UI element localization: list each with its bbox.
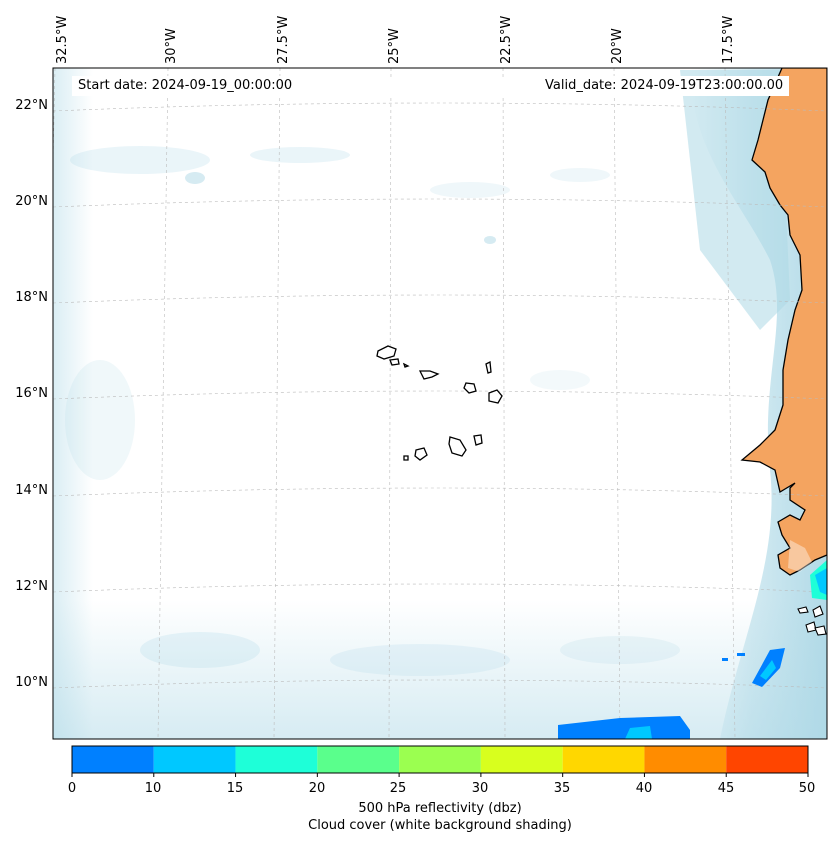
parallel-line <box>53 198 827 208</box>
colorbar-subtitle: Cloud cover (white background shading) <box>308 818 572 833</box>
meridian-line <box>724 68 736 739</box>
bijagos-islands <box>797 605 827 636</box>
lon-label-27.5w: 27.5°W <box>276 15 291 64</box>
lon-label-30w: 30°W <box>164 28 179 64</box>
colorbar-tick-20: 20 <box>308 781 326 796</box>
meridian-line <box>613 68 621 739</box>
colorbar-frame <box>71 745 809 774</box>
colorbar-segment <box>317 746 400 773</box>
meridian-line <box>388 68 392 739</box>
colorbar-tick-45: 45 <box>717 781 735 796</box>
africa-land <box>740 68 827 576</box>
lat-label-16n: 16°N <box>15 386 48 401</box>
lat-label-10n: 10°N <box>15 675 48 690</box>
colorbar-segment <box>72 746 154 773</box>
colorbar-tick-10: 10 <box>144 781 162 796</box>
colorbar-title: 500 hPa reflectivity (dbz) <box>358 801 522 816</box>
lat-label-12n: 12°N <box>15 579 48 594</box>
lat-label-20n: 20°N <box>15 194 48 209</box>
lon-label-22.5w: 22.5°W <box>499 15 514 64</box>
colorbar-tick-25: 25 <box>389 781 407 796</box>
meridian-line <box>157 68 169 739</box>
graticule <box>53 68 827 739</box>
map-frame <box>52 67 828 740</box>
colorbar-tick-30: 30 <box>471 781 489 796</box>
colorbar-segment <box>562 746 645 773</box>
parallel-line <box>53 583 827 593</box>
parallel-line <box>53 679 827 689</box>
colorbar-segment <box>480 746 563 773</box>
colorbar-segment <box>235 746 318 773</box>
lat-label-14n: 14°N <box>15 483 48 498</box>
colorbar-tick-0: 0 <box>67 781 77 796</box>
colorbar-tick-40: 40 <box>635 781 653 796</box>
colorbar-tick-15: 15 <box>226 781 244 796</box>
lon-label-25w: 25°W <box>387 28 402 64</box>
valid-date-label: Valid_date: 2024-09-19T23:00:00.00 <box>539 76 790 96</box>
cape-verde-islands <box>376 345 503 461</box>
reflectivity-echoes <box>558 560 827 739</box>
parallel-line <box>53 102 827 112</box>
colorbar-segment <box>153 746 236 773</box>
colorbar-segment <box>644 746 727 773</box>
parallel-line <box>53 294 827 304</box>
lon-label-32.5w: 32.5°W <box>55 15 70 64</box>
meridian-line <box>273 68 281 739</box>
parallel-line <box>53 487 827 497</box>
meridian-line <box>502 68 506 739</box>
lat-label-22n: 22°N <box>15 98 48 113</box>
colorbar <box>71 745 809 777</box>
colorbar-segment <box>399 746 481 773</box>
colorbar-tick-50: 50 <box>798 781 816 796</box>
info-bar-background <box>320 77 538 95</box>
lon-label-17.5w: 17.5°W <box>721 15 736 64</box>
lat-label-18n: 18°N <box>15 290 48 305</box>
map-plot-area <box>53 68 827 739</box>
colorbar-segment <box>726 746 808 773</box>
start-date-label: Start date: 2024-09-19_00:00:00 <box>72 76 299 96</box>
colorbar-tick-35: 35 <box>553 781 571 796</box>
parallel-line <box>53 390 827 400</box>
lon-label-20w: 20°W <box>610 28 625 64</box>
